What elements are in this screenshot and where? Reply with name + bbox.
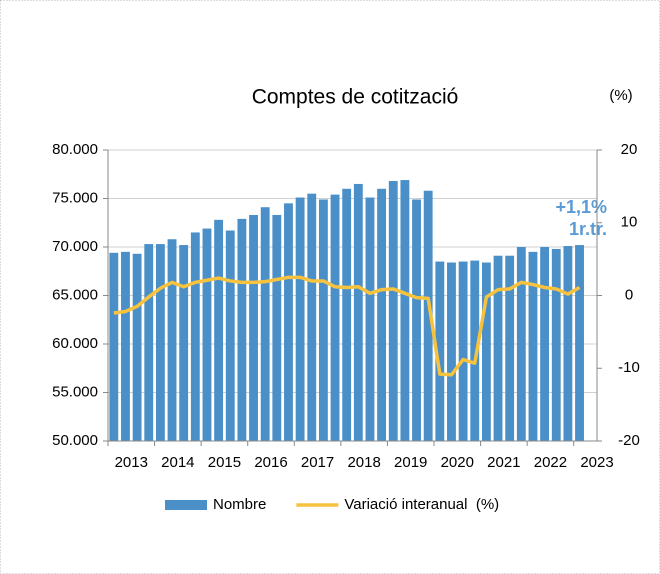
bar [493, 255, 503, 441]
bar [295, 197, 305, 441]
bar [388, 181, 398, 442]
y2-tick-label: -10 [618, 359, 640, 376]
x-tick-label: 2023 [580, 454, 613, 471]
bar [190, 232, 200, 441]
x-tick-label: 2020 [441, 454, 474, 471]
bar [109, 252, 119, 441]
legend-swatch [165, 500, 207, 510]
x-tick-label: 2013 [115, 454, 148, 471]
bar [237, 218, 247, 441]
annotation: +1,1% [555, 197, 607, 217]
bar [435, 261, 445, 441]
y-tick-label: 65.000 [52, 286, 98, 303]
bar [307, 193, 317, 441]
bar [330, 194, 340, 441]
bar [551, 248, 561, 441]
bar [470, 260, 480, 441]
bar [284, 203, 293, 441]
y-tick-label: 75.000 [52, 189, 98, 206]
bar [365, 197, 375, 441]
annotation: 1r.tr. [569, 219, 607, 239]
bar [423, 190, 433, 441]
bar [249, 214, 258, 441]
bar [167, 239, 177, 441]
y-tick-label: 80.000 [52, 141, 98, 158]
y2-unit: (%) [609, 87, 632, 104]
bar [132, 253, 142, 441]
y-tick-label: 55.000 [52, 383, 98, 400]
bar [144, 244, 154, 441]
x-tick-label: 2015 [208, 454, 241, 471]
bar [400, 180, 410, 441]
bar [155, 244, 165, 441]
bar [528, 251, 538, 441]
bar [121, 251, 130, 441]
x-tick-label: 2018 [347, 454, 380, 471]
bar [458, 261, 468, 441]
bar [202, 228, 212, 441]
bar [412, 199, 421, 441]
x-tick-label: 2017 [301, 454, 334, 471]
x-tick-label: 2014 [161, 454, 194, 471]
bar [447, 262, 456, 441]
legend-label: Nombre [213, 496, 266, 513]
bar [353, 183, 363, 441]
y2-tick-label: 0 [625, 286, 633, 303]
y-tick-label: 50.000 [52, 432, 98, 449]
chart-title: Comptes de cotització [252, 86, 459, 109]
bar [377, 188, 387, 441]
bar [575, 245, 584, 441]
x-tick-label: 2021 [487, 454, 520, 471]
bar [318, 199, 328, 441]
y2-tick-label: 10 [621, 214, 638, 231]
bar [260, 207, 270, 441]
bar [179, 245, 189, 441]
bar [505, 255, 515, 441]
bar [540, 247, 550, 441]
bar [225, 230, 235, 441]
bar [481, 262, 491, 441]
y-tick-label: 70.000 [52, 238, 98, 255]
bar [272, 214, 282, 441]
line [113, 275, 581, 377]
y2-tick-label: -20 [618, 432, 640, 449]
bar [563, 246, 573, 441]
y2-tick-label: 20 [621, 141, 638, 158]
y-tick-label: 60.000 [52, 335, 98, 352]
x-tick-label: 2016 [254, 454, 287, 471]
bar [516, 247, 526, 441]
legend-label: Variació interanual (%) [344, 496, 499, 513]
bar [214, 219, 224, 441]
x-tick-label: 2019 [394, 454, 427, 471]
x-tick-label: 2022 [534, 454, 567, 471]
bar [342, 188, 352, 441]
